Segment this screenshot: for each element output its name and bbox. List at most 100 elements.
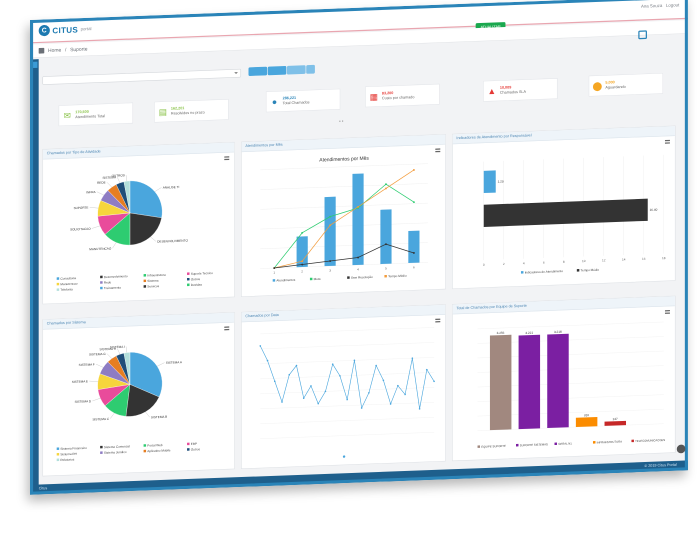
scroll-top-button[interactable] (676, 444, 686, 454)
user-name[interactable]: Ana Souza (640, 3, 663, 9)
data-point (353, 359, 356, 362)
tab-1[interactable] (248, 66, 268, 76)
pie-slice-label: DESENVOLVIMENTO (157, 238, 188, 243)
kpi-card-6[interactable]: ⬤ 5,000 Aguardando (588, 72, 664, 97)
series-line-orange-point (329, 224, 332, 227)
legend-label: Infraestrutura (147, 273, 166, 278)
logo-text: CITUS (52, 24, 79, 35)
data-point (426, 368, 428, 371)
bar-value-label: 16.40 (650, 208, 658, 212)
pie-chart-activity: ANALISE TI DESENVOLVIMENTO MANUTENCAO SOLIC… (56, 173, 213, 292)
bar (489, 334, 512, 431)
kpi-label: Aguardando (605, 85, 626, 90)
series-line (259, 345, 435, 410)
grid-line (260, 372, 435, 379)
legend-label: Outros (191, 447, 201, 451)
pie-slice-label: SOLICITACAO (70, 227, 91, 232)
legend-swatch (576, 269, 580, 272)
logout-link[interactable]: Logout (665, 3, 680, 9)
bar-value-label: 3.221 (525, 331, 533, 335)
pie-label-leader (112, 242, 117, 249)
legend-swatch (384, 274, 387, 278)
panel-by-date: Chamados por Data (241, 304, 446, 470)
grid-line (260, 202, 428, 210)
grid-line (260, 402, 435, 409)
kpi-card-1[interactable]: ✉ 170,500 Atendimento Total (58, 102, 134, 127)
warning-icon: ▲ (487, 85, 497, 97)
series-line-orange (274, 169, 415, 269)
filter-select[interactable] (42, 68, 242, 85)
legend-label: Relatorios (60, 457, 74, 462)
x-tick-label: 18 (662, 256, 666, 260)
user-area: Ana Souza Logout (641, 3, 679, 9)
kpi-card-5[interactable]: ▲ 10,009 Chamados SLA (483, 78, 558, 102)
dashboard-screen: C CITUS portal Ana Souza Logout ATUALIZA… (30, 0, 688, 495)
kpi-value: 5,000 (605, 80, 615, 85)
logo[interactable]: C CITUS portal (38, 23, 91, 37)
legend-label: Indicadores de Atendimento (525, 269, 564, 274)
legend-swatch (187, 272, 190, 275)
tab-2[interactable] (267, 65, 287, 76)
footer-right: © 2019 Citus Portal (644, 463, 677, 469)
legend-swatch (100, 281, 103, 284)
kpi-label: Chamados SLA (499, 90, 526, 96)
bar-value-label: 3.256 (497, 331, 505, 335)
panel-teams: Total de Chamados por Equipe de Suporte … (452, 295, 676, 462)
legend-label: Sistema Juridico (104, 450, 127, 455)
series-line-green-point (301, 231, 304, 234)
kpi-card-2[interactable]: ▤ 162,201 Resolvidos no prazo (154, 98, 229, 123)
pie-label-leader (95, 364, 104, 368)
data-point (418, 408, 421, 410)
x-tick-label: 1 (273, 271, 275, 275)
legend-label: Outros (191, 277, 201, 281)
legend-swatch (143, 274, 147, 277)
pagination-dots[interactable]: • • (339, 119, 344, 124)
tab-4[interactable] (306, 64, 315, 74)
footer-left: Citus (38, 486, 48, 491)
breadcrumb-item-home[interactable]: Home (48, 47, 62, 54)
legend-label: Meta (314, 277, 321, 281)
bar (483, 170, 496, 194)
legend-label: Manutencao (60, 282, 77, 287)
tab-3[interactable] (286, 65, 306, 75)
data-point (375, 364, 377, 367)
series-line-orange-point (357, 205, 359, 208)
menu-icon[interactable] (31, 61, 38, 69)
data-point (411, 357, 414, 360)
pie-slice-label: SISTEMA B (151, 415, 167, 420)
data-point (302, 397, 305, 399)
legend-swatch (100, 445, 103, 449)
coin-icon: ⬤ (592, 80, 603, 91)
data-point (389, 403, 392, 405)
grid-line (260, 222, 428, 230)
legend-swatch (187, 283, 190, 287)
legend-label: Sistema Comercial (104, 444, 130, 449)
pie-slice-label: REDE (97, 181, 106, 185)
kpi-value: 10,009 (499, 85, 512, 91)
grid-line (477, 321, 664, 330)
legend-swatch (187, 277, 190, 281)
hbar-chart-indicators: 0 2 4 6 8 10 12 14 16 18 1.20 16.40 Indicadores de A… (483, 154, 666, 275)
pie-label-leader (125, 346, 128, 353)
x-tick-label: 0 (483, 263, 485, 267)
legend-label: EQUIPE SUPORTE (481, 444, 506, 449)
export-icon[interactable] (638, 30, 647, 40)
kpi-card-3[interactable]: ● 286,221 Total Chamados (265, 88, 341, 113)
legend-swatch (100, 286, 103, 290)
home-icon[interactable] (38, 47, 45, 54)
pie-label-leader (117, 348, 121, 355)
calendar-icon: ▦ (369, 91, 378, 102)
legend-label: Atendimentos (276, 278, 295, 283)
grid-line (260, 387, 435, 394)
panel-monthly: Atendimentos por Mês Atendimentos por Mê… (241, 134, 446, 298)
pie-slice-label: SISTEMA F (79, 362, 95, 367)
legend-swatch (520, 271, 524, 274)
series-line-dark-point (301, 263, 304, 266)
left-sidebar (30, 59, 39, 495)
legend-swatch (56, 277, 60, 280)
x-tick-label: 6 (413, 265, 415, 269)
kpi-card-4[interactable]: ▦ 83,200 Custo por chamado (365, 83, 440, 108)
legend-swatch (56, 458, 60, 462)
data-point (397, 384, 399, 387)
